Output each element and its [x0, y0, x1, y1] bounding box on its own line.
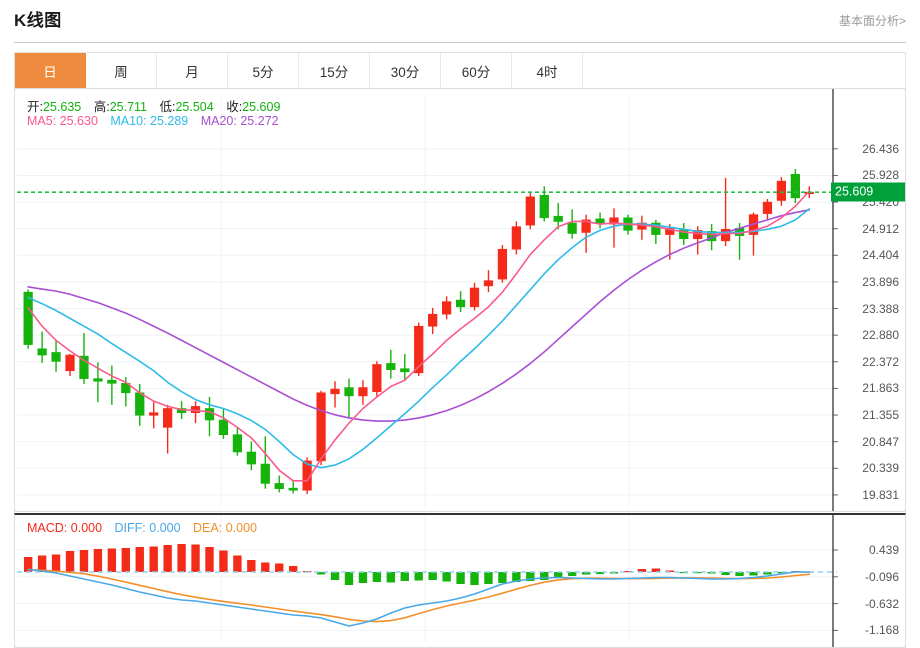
tab-label: 月 [185, 65, 199, 80]
tab-8[interactable]: 4时 [512, 53, 583, 89]
macd-panel[interactable]: MACD: 0.000 DIFF: 0.000 DEA: 0.000 0.439… [14, 513, 906, 648]
page-header: K线图 基本面分析> [14, 0, 906, 43]
tab-6[interactable]: 30分 [370, 53, 441, 89]
macd-plot [17, 515, 838, 647]
fundamental-analysis-link[interactable]: 基本面分析> [838, 14, 906, 28]
tab-label: 60分 [461, 65, 491, 80]
price-panel[interactable]: 开:25.635 高:25.711 低:25.504 收:25.609 MA5:… [14, 88, 906, 512]
tab-2[interactable]: 周 [86, 53, 157, 89]
tab-label: 15分 [319, 65, 349, 80]
kline-chart-container[interactable]: 开:25.635 高:25.711 低:25.504 收:25.609 MA5:… [14, 88, 906, 648]
tab-label: 日 [43, 65, 57, 80]
tab-4[interactable]: 5分 [228, 53, 299, 89]
tab-label: 30分 [390, 65, 420, 80]
tabs-filler [583, 53, 905, 89]
page-title: K线图 [14, 11, 62, 30]
tab-1[interactable]: 日 [15, 53, 86, 89]
tab-label: 周 [114, 65, 128, 80]
price-plot [17, 89, 838, 511]
tab-label: 5分 [252, 65, 274, 80]
period-tabs: 日 周 月 5分 15分 30分 60分 4时 [14, 52, 906, 90]
tab-3[interactable]: 月 [157, 53, 228, 89]
tab-5[interactable]: 15分 [299, 53, 370, 89]
tab-7[interactable]: 60分 [441, 53, 512, 89]
tab-label: 4时 [536, 65, 558, 80]
